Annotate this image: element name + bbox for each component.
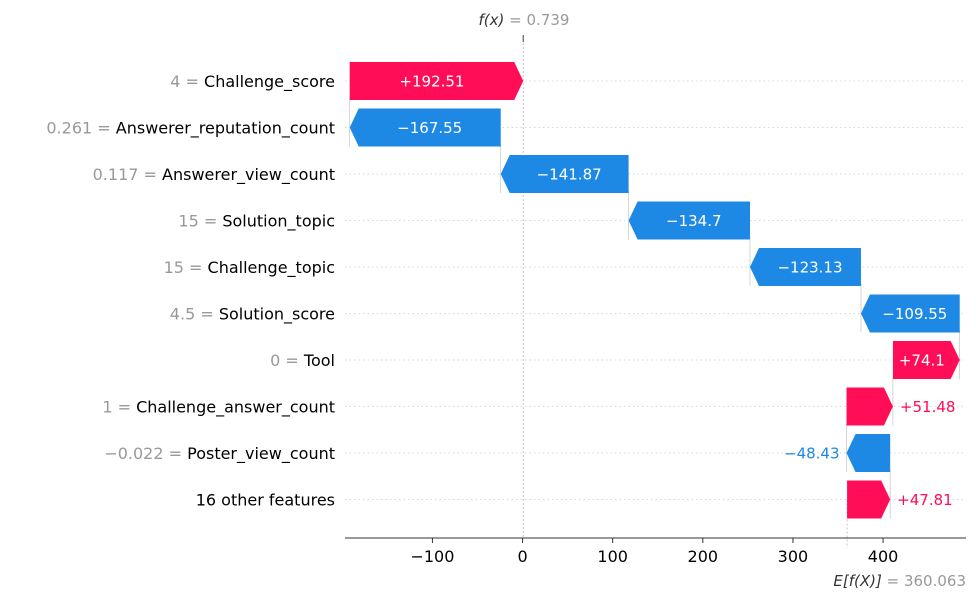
feature-label: 4.5 = Solution_score: [170, 305, 335, 325]
fx-value: 0.739: [527, 11, 570, 29]
feature-label: 0.117 = Answerer_view_count: [93, 165, 335, 185]
waterfall-bar: [628, 201, 750, 240]
bar-value-label: −48.43: [784, 445, 840, 463]
base-eq: =: [882, 572, 904, 590]
feature-value: 0.117 =: [93, 165, 162, 184]
bars-layer: [349, 62, 960, 519]
feature-label: 15 = Challenge_topic: [164, 258, 335, 278]
feature-label: 0 = Tool: [270, 351, 335, 370]
feature-name: Answerer_reputation_count: [116, 119, 335, 139]
feature-value: 15 =: [178, 212, 222, 231]
fx-eq: =: [504, 11, 526, 29]
feature-label: 0.261 = Answerer_reputation_count: [46, 119, 335, 139]
feature-label: 4 = Challenge_score: [170, 72, 335, 92]
waterfall-bar: [860, 294, 960, 333]
bar-value-label: −123.13: [777, 259, 842, 277]
feature-name: Poster_view_count: [187, 444, 335, 464]
bar-value-label: −141.87: [537, 166, 602, 184]
bar-value-label: −167.55: [397, 119, 462, 137]
feature-label: 15 = Solution_topic: [178, 212, 335, 232]
waterfall-bar: [847, 480, 891, 519]
bar-value-label: +51.48: [900, 398, 956, 416]
waterfall-bar: [349, 62, 524, 100]
x-tick-label: 200: [688, 547, 719, 566]
feature-label: 1 = Challenge_answer_count: [102, 398, 335, 418]
bar-value-label: +47.81: [897, 491, 953, 509]
waterfall-bar: [846, 387, 893, 426]
labels-layer: +192.51 4 = Challenge_score −167.55 0.261 =…: [46, 72, 955, 510]
waterfall-bar: [749, 248, 861, 286]
x-tick-label: 300: [778, 547, 809, 566]
bar-value-label: −134.7: [666, 212, 722, 230]
x-tick-label: 100: [597, 547, 628, 566]
bar-value-label: −109.55: [882, 305, 947, 323]
feature-label: 16 other features: [196, 491, 335, 510]
base-value: 360.063: [904, 572, 966, 590]
feature-value: 15 =: [164, 258, 208, 277]
feature-name: Challenge_answer_count: [136, 398, 335, 418]
feature-name: Challenge_score: [204, 72, 335, 92]
x-axis: −100 0 100 200 300 400: [345, 537, 966, 566]
feature-name: Solution_topic: [222, 212, 335, 232]
waterfall-bar: [892, 341, 960, 379]
fx-annotation: f(x) = 0.739: [479, 11, 570, 29]
x-tick-label: −100: [410, 547, 454, 566]
x-tick-label: 400: [868, 547, 899, 566]
base-label: E[f(X)]: [833, 572, 882, 590]
feature-value: 4.5 =: [170, 305, 219, 324]
feature-name: Tool: [303, 351, 335, 370]
feature-name: 16 other features: [196, 491, 335, 510]
bar-value-label: +74.1: [899, 352, 945, 370]
feature-value: 0 =: [270, 351, 304, 370]
waterfall-bar: [500, 155, 629, 193]
feature-value: 0.261 =: [46, 119, 115, 138]
feature-value: 1 =: [102, 398, 136, 417]
feature-name: Solution_score: [219, 305, 335, 325]
x-tick-label: 0: [517, 547, 527, 566]
waterfall-bar: [846, 434, 891, 472]
feature-value: −0.022 =: [104, 444, 187, 463]
feature-name: Challenge_topic: [208, 258, 335, 278]
base-annotation: E[f(X)] = 360.063: [833, 572, 966, 590]
feature-value: 4 =: [170, 72, 204, 91]
feature-label: −0.022 = Poster_view_count: [104, 444, 335, 464]
feature-name: Answerer_view_count: [162, 165, 335, 185]
fx-label: f(x): [479, 11, 505, 29]
waterfall-bar: [349, 108, 501, 147]
bar-value-label: +192.51: [399, 73, 464, 91]
